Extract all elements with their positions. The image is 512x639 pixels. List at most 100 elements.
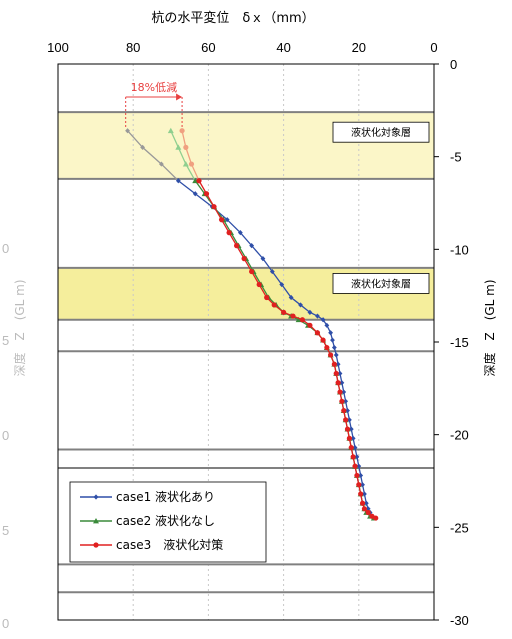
data-point — [324, 322, 330, 328]
data-point — [348, 445, 354, 451]
x-tick-label: 40 — [276, 40, 290, 55]
data-point — [335, 361, 341, 367]
data-point — [333, 352, 339, 358]
data-point — [175, 178, 181, 184]
data-point — [356, 482, 362, 488]
cropped-left-axis-label: 深度 Z (GL m) — [12, 279, 27, 376]
data-point — [290, 313, 296, 319]
data-point — [182, 161, 189, 167]
x-tick-label: 80 — [126, 40, 140, 55]
data-point — [343, 417, 349, 423]
data-point — [361, 506, 368, 512]
cropped-tick-label: 0 — [2, 616, 9, 631]
data-point — [298, 302, 303, 308]
data-point — [211, 204, 217, 210]
data-point — [346, 435, 352, 441]
x-tick-label: 60 — [201, 40, 215, 55]
layer-label-box — [332, 121, 430, 143]
data-point — [373, 515, 379, 521]
data-point — [260, 256, 266, 262]
series-line-upper — [127, 130, 179, 182]
series-2 — [167, 127, 377, 521]
data-point — [352, 463, 358, 469]
data-point — [175, 144, 182, 150]
data-point — [224, 217, 230, 223]
data-point — [93, 518, 99, 524]
data-point — [93, 494, 99, 500]
data-point — [331, 361, 337, 367]
data-point — [307, 309, 313, 315]
data-point — [328, 330, 333, 336]
data-point — [360, 482, 365, 488]
data-point — [288, 294, 294, 301]
data-point — [320, 337, 326, 343]
data-point — [358, 491, 364, 497]
cropped-tick-label: 0 — [2, 241, 9, 256]
data-point — [226, 230, 232, 236]
cropped-tick-label: 5 — [2, 523, 9, 538]
data-point — [354, 454, 360, 460]
data-point — [333, 370, 339, 377]
data-point — [269, 268, 275, 275]
data-point — [299, 317, 305, 323]
data-point — [337, 389, 343, 395]
x-tick-label: 20 — [352, 40, 366, 55]
y-tick-label: -10 — [450, 242, 469, 257]
data-point — [307, 322, 313, 328]
data-point — [93, 542, 99, 548]
data-point — [362, 491, 367, 497]
data-point — [330, 337, 335, 343]
y-axis-label: 深度 Z (GL m) — [482, 279, 497, 376]
x-tick-labels: 100 80 60 40 20 0 — [47, 40, 437, 55]
data-point — [343, 398, 349, 404]
y-tick-label: -30 — [450, 613, 469, 628]
data-point — [347, 417, 352, 423]
data-point — [344, 426, 351, 432]
data-point — [320, 317, 326, 323]
series-1 — [125, 128, 377, 521]
data-point — [249, 243, 255, 249]
annotation-label: 18%低減 — [131, 80, 177, 94]
data-point — [350, 454, 356, 460]
reduction-annotation: 18%低減 — [125, 80, 183, 128]
chart-title: 杭の水平変位 δｘ（mm） — [151, 10, 314, 26]
y-tick-label: -20 — [450, 428, 469, 443]
series-group — [125, 127, 379, 521]
data-point — [140, 144, 145, 150]
data-point — [339, 398, 345, 404]
data-point — [359, 500, 366, 506]
data-point — [315, 313, 320, 319]
legend-entry: case1 液状化あり — [116, 489, 215, 504]
data-point — [125, 128, 130, 134]
data-point — [203, 191, 210, 197]
cropped-left-axis-ticks: 0 5 0 5 0 — [2, 241, 9, 631]
y-tick-label: -25 — [450, 520, 469, 535]
data-point — [256, 281, 262, 288]
data-point — [365, 509, 371, 516]
data-point — [350, 435, 356, 441]
data-point — [179, 128, 185, 134]
data-point — [341, 407, 347, 414]
legend-entry: case3 液状化対策 — [116, 537, 223, 552]
data-point — [279, 281, 285, 288]
x-tick-label: 100 — [47, 40, 69, 55]
data-point — [352, 445, 358, 451]
layer-boundary-lines — [58, 111, 434, 594]
data-point — [264, 294, 270, 301]
data-point — [281, 309, 287, 315]
data-point — [249, 268, 255, 275]
legend-entry: case2 液状化なし — [116, 513, 215, 528]
cropped-tick-label: 5 — [2, 333, 9, 348]
data-point — [358, 472, 364, 479]
y-tick-label: -15 — [450, 335, 469, 350]
data-point — [348, 426, 354, 432]
data-point — [337, 370, 343, 377]
data-point — [196, 178, 202, 184]
data-point — [345, 407, 350, 414]
data-point — [159, 161, 164, 167]
legend: case1 液状化あり case2 液状化なし case3 液状化対策 — [69, 481, 267, 563]
data-point — [363, 500, 369, 506]
data-point — [354, 472, 360, 479]
layer-label: 液状化対象層 — [351, 277, 411, 290]
